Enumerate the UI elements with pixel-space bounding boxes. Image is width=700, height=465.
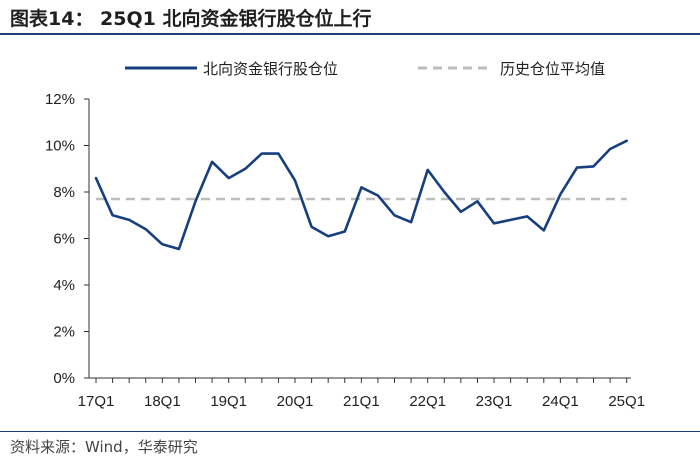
title-divider bbox=[0, 33, 700, 35]
legend-label-average: 历史仓位平均值 bbox=[500, 60, 605, 78]
series-line-northbound-bank-position bbox=[94, 139, 629, 251]
tick-labels: 0% 2% 4% 6% 8% 10% 12% 17Q1 18Q1 19Q1 20Q1 21Q1 22Q1… bbox=[45, 91, 645, 410]
line-chart: 北向资金银行股仓位 历史仓位平均值 0% 2% 4% 6% 8% 10% 12% 17Q1 18… bbox=[45, 60, 645, 410]
x-tick-label: 25Q1 bbox=[608, 393, 645, 410]
legend-label-series: 北向资金银行股仓位 bbox=[203, 60, 338, 78]
figure-title: 图表14： 25Q1 北向资金银行股仓位上行 bbox=[10, 8, 372, 30]
x-tick-label: 22Q1 bbox=[409, 393, 446, 410]
x-tick-label: 20Q1 bbox=[277, 393, 314, 410]
x-tick-label: 21Q1 bbox=[343, 393, 380, 410]
axes bbox=[84, 98, 631, 383]
x-tick-label: 24Q1 bbox=[542, 393, 579, 410]
y-tick-label: 10% bbox=[45, 138, 75, 155]
x-tick-label: 17Q1 bbox=[78, 393, 115, 410]
y-tick-label: 2% bbox=[53, 324, 75, 341]
y-tick-label: 6% bbox=[53, 231, 75, 248]
source-note: 资料来源：Wind，华泰研究 bbox=[10, 438, 198, 456]
y-tick-label: 4% bbox=[53, 277, 75, 294]
y-tick-label: 8% bbox=[53, 184, 75, 201]
x-tick-label: 18Q1 bbox=[144, 393, 181, 410]
x-tick-label: 23Q1 bbox=[476, 393, 513, 410]
legend: 北向资金银行股仓位 历史仓位平均值 bbox=[125, 60, 605, 78]
x-tick-label: 19Q1 bbox=[210, 393, 247, 410]
y-tick-label: 0% bbox=[53, 370, 75, 387]
y-tick-label: 12% bbox=[45, 91, 75, 108]
plot-area bbox=[94, 139, 629, 251]
source-divider bbox=[0, 431, 700, 432]
